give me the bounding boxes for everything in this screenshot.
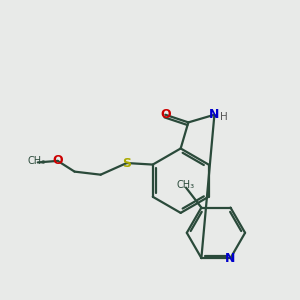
Text: CH₃: CH₃ [27, 156, 45, 166]
Text: O: O [160, 108, 171, 121]
Text: S: S [122, 157, 131, 169]
Text: N: N [225, 251, 236, 265]
Text: N: N [209, 108, 220, 121]
Text: CH₃: CH₃ [177, 180, 195, 190]
Text: H: H [220, 112, 228, 122]
Text: O: O [52, 154, 63, 167]
